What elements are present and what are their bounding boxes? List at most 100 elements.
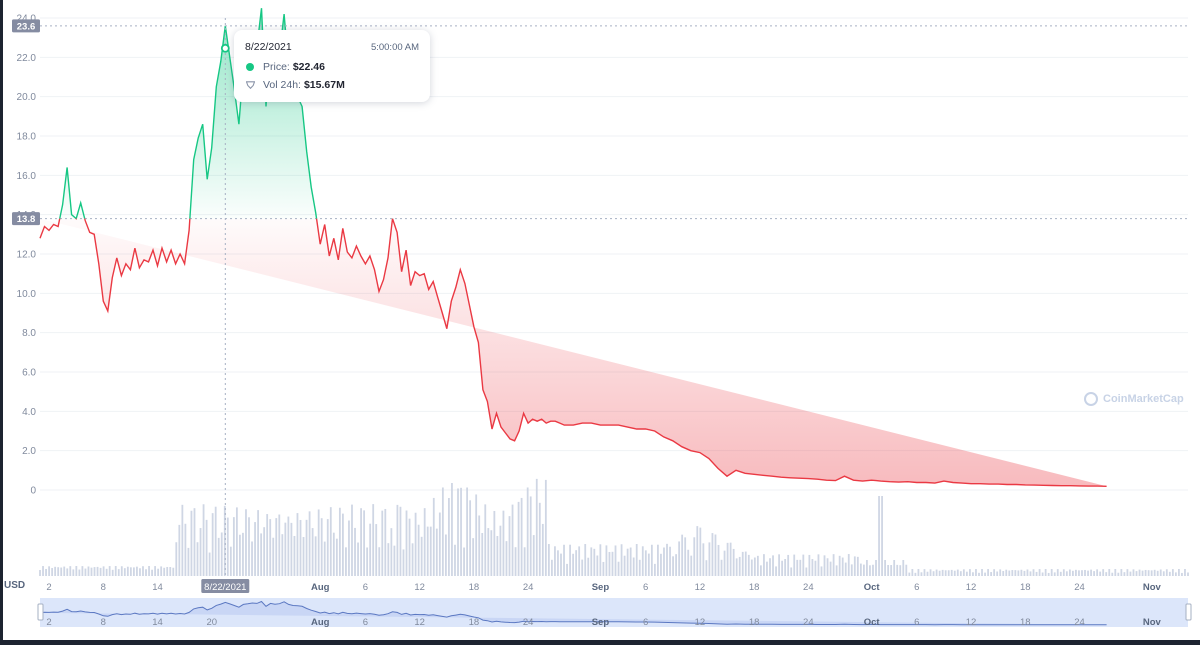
x-tick-label: 24 — [803, 582, 814, 593]
volume-bar — [996, 571, 999, 576]
tooltip-volume-row: Vol 24h: $15.67M — [246, 79, 345, 91]
volume-bar — [811, 559, 814, 576]
x-tick-label: 24 — [1074, 582, 1085, 593]
navigator-tick-label: Sep — [592, 617, 610, 628]
volume-bar — [1174, 572, 1177, 576]
volume-bar — [763, 554, 765, 576]
volume-bar — [390, 528, 393, 576]
volume-bar — [408, 518, 411, 576]
volume-bar — [1165, 569, 1168, 576]
volume-bar — [1159, 569, 1162, 576]
volume-bar — [608, 551, 611, 576]
volume-bar — [145, 569, 147, 576]
volume-bar — [387, 543, 390, 576]
volume-bar — [290, 522, 293, 576]
volume-bar — [984, 572, 986, 576]
navigator-tick-label: 24 — [803, 617, 814, 628]
volume-bar — [1008, 570, 1011, 576]
volume-bar — [681, 534, 684, 576]
volume-bar — [60, 567, 63, 576]
volume-bar — [417, 524, 420, 576]
volume-bar — [529, 496, 532, 576]
volume-bar — [360, 508, 362, 576]
volume-bar — [220, 532, 223, 576]
volume-bar — [354, 527, 356, 576]
volume-bar — [856, 556, 859, 576]
volume-bar — [693, 537, 696, 576]
navigator-tick-label: 6 — [914, 617, 919, 628]
navigator-handle-right[interactable] — [1185, 603, 1192, 621]
tooltip-price-value: $22.46 — [292, 61, 325, 73]
volume-bar — [647, 553, 650, 576]
volume-bar — [263, 527, 266, 576]
volume-bar — [526, 487, 529, 576]
volume-bar — [760, 565, 762, 576]
volume-bar — [1023, 570, 1026, 576]
volume-bar — [887, 565, 890, 576]
volume-bar — [105, 568, 108, 576]
navigator-tick-label: 12 — [414, 617, 425, 628]
volume-bar — [835, 565, 838, 576]
volume-bar — [578, 546, 581, 576]
volume-bar — [523, 547, 526, 576]
volume-bar — [1144, 569, 1147, 576]
volume-bar — [978, 572, 980, 576]
volume-bar — [69, 566, 72, 576]
x-tick-label: Sep — [592, 582, 610, 593]
volume-bar — [426, 526, 429, 576]
volume-bar — [1187, 572, 1189, 576]
navigator-tick-label: Oct — [864, 617, 881, 628]
volume-bar — [911, 569, 914, 576]
volume-bar — [311, 528, 314, 576]
volume-bar — [296, 513, 299, 576]
volume-bar — [451, 483, 453, 576]
volume-bar — [859, 563, 862, 576]
volume-bar — [90, 567, 93, 576]
volume-bar — [1005, 569, 1008, 576]
volume-bar — [650, 544, 653, 576]
volume-bar — [381, 510, 384, 576]
volume-bar — [787, 554, 790, 576]
volume-bar — [1120, 569, 1123, 576]
volume-bar — [932, 571, 935, 576]
volume-bar — [520, 497, 523, 576]
navigator-tick-label: 2 — [46, 617, 51, 628]
volume-bar — [705, 560, 708, 576]
price-tooltip: 8/22/2021 5:00:00 AM Price: $22.46 Vol 2… — [234, 30, 430, 102]
volume-bar — [305, 519, 308, 576]
volume-bar — [1184, 569, 1186, 576]
navigator-handle-left[interactable] — [37, 603, 44, 621]
volume-bar — [269, 519, 272, 576]
volume-bar — [1156, 570, 1159, 576]
volume-bar — [484, 504, 487, 576]
volume-bar — [838, 555, 841, 576]
volume-bar — [962, 569, 965, 576]
volume-bar — [248, 517, 250, 576]
volume-bar — [1105, 572, 1108, 576]
volume-bar — [599, 544, 602, 576]
volume-bar — [817, 554, 820, 576]
volume-bar — [696, 526, 699, 576]
navigator-tick-label: 24 — [523, 617, 534, 628]
navigator-tick-label: Aug — [311, 617, 330, 628]
volume-bar — [1075, 569, 1077, 576]
volume-bar — [1099, 571, 1102, 576]
volume-bar — [75, 566, 78, 576]
volume-bar — [572, 553, 575, 576]
volume-bar — [272, 537, 275, 576]
volume-bar — [569, 544, 571, 576]
volume-bar — [202, 504, 205, 576]
volume-bar — [441, 487, 444, 576]
x-tick-label: 14 — [152, 582, 163, 593]
volume-bar — [211, 513, 214, 576]
volume-bar — [832, 554, 835, 576]
volume-bar — [460, 487, 462, 576]
navigator-tick-label: 18 — [1020, 617, 1031, 628]
volume-bar — [554, 546, 556, 576]
volume-bar — [844, 562, 847, 576]
volume-bar — [635, 544, 638, 576]
volume-bar — [293, 535, 296, 576]
volume-bar — [496, 536, 499, 576]
watermark: CoinMarketCap — [1084, 392, 1184, 406]
